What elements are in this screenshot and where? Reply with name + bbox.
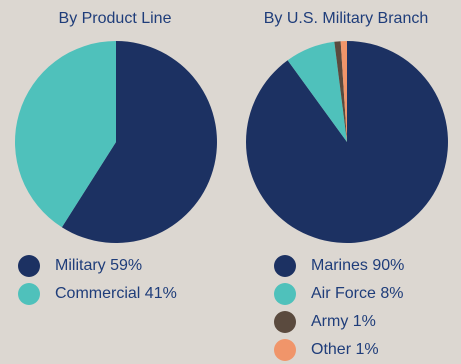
pie-slice-army (334, 41, 347, 143)
legend-item: Other 1% (274, 336, 404, 364)
pie-chart (14, 40, 217, 243)
legend-item: Marines 90% (274, 252, 404, 280)
legend-label: Air Force 8% (311, 285, 404, 302)
legend-swatch (274, 339, 296, 361)
pie-slice-military (61, 41, 217, 243)
legend-item: Commercial 41% (18, 280, 177, 308)
chart-product-line: By Product Line Military 59% Commercial 4… (0, 0, 230, 356)
legend-label: Military 59% (55, 257, 143, 274)
pie-slice-commercial (14, 40, 117, 228)
legend-item: Military 59% (18, 252, 177, 280)
pie-chart (245, 41, 448, 244)
legend-swatch (18, 283, 40, 305)
legend-label: Other 1% (311, 341, 379, 358)
legend-swatch (274, 255, 296, 277)
legend-item: Air Force 8% (274, 280, 404, 308)
pie-slice-other (340, 41, 347, 142)
legend-swatch (274, 311, 296, 333)
legend-swatch (18, 255, 40, 277)
legend-item: Army 1% (274, 308, 404, 336)
legend-label: Marines 90% (311, 257, 405, 274)
legend-label: Commercial 41% (55, 285, 177, 302)
pie-slice-air-force (287, 41, 347, 142)
pie-slice-marines (245, 41, 448, 244)
legend-label: Army 1% (311, 313, 376, 330)
chart-title: By Product Line (58, 10, 172, 27)
chart-legend: Marines 90% Air Force 8% Army 1% Other 1% (274, 252, 404, 364)
chart-military-branch: By U.S. Military Branch Marines 90% Air F… (231, 0, 461, 361)
chart-title: By U.S. Military Branch (263, 10, 429, 27)
chart-legend: Military 59% Commercial 41% (18, 252, 177, 308)
legend-swatch (274, 283, 296, 305)
